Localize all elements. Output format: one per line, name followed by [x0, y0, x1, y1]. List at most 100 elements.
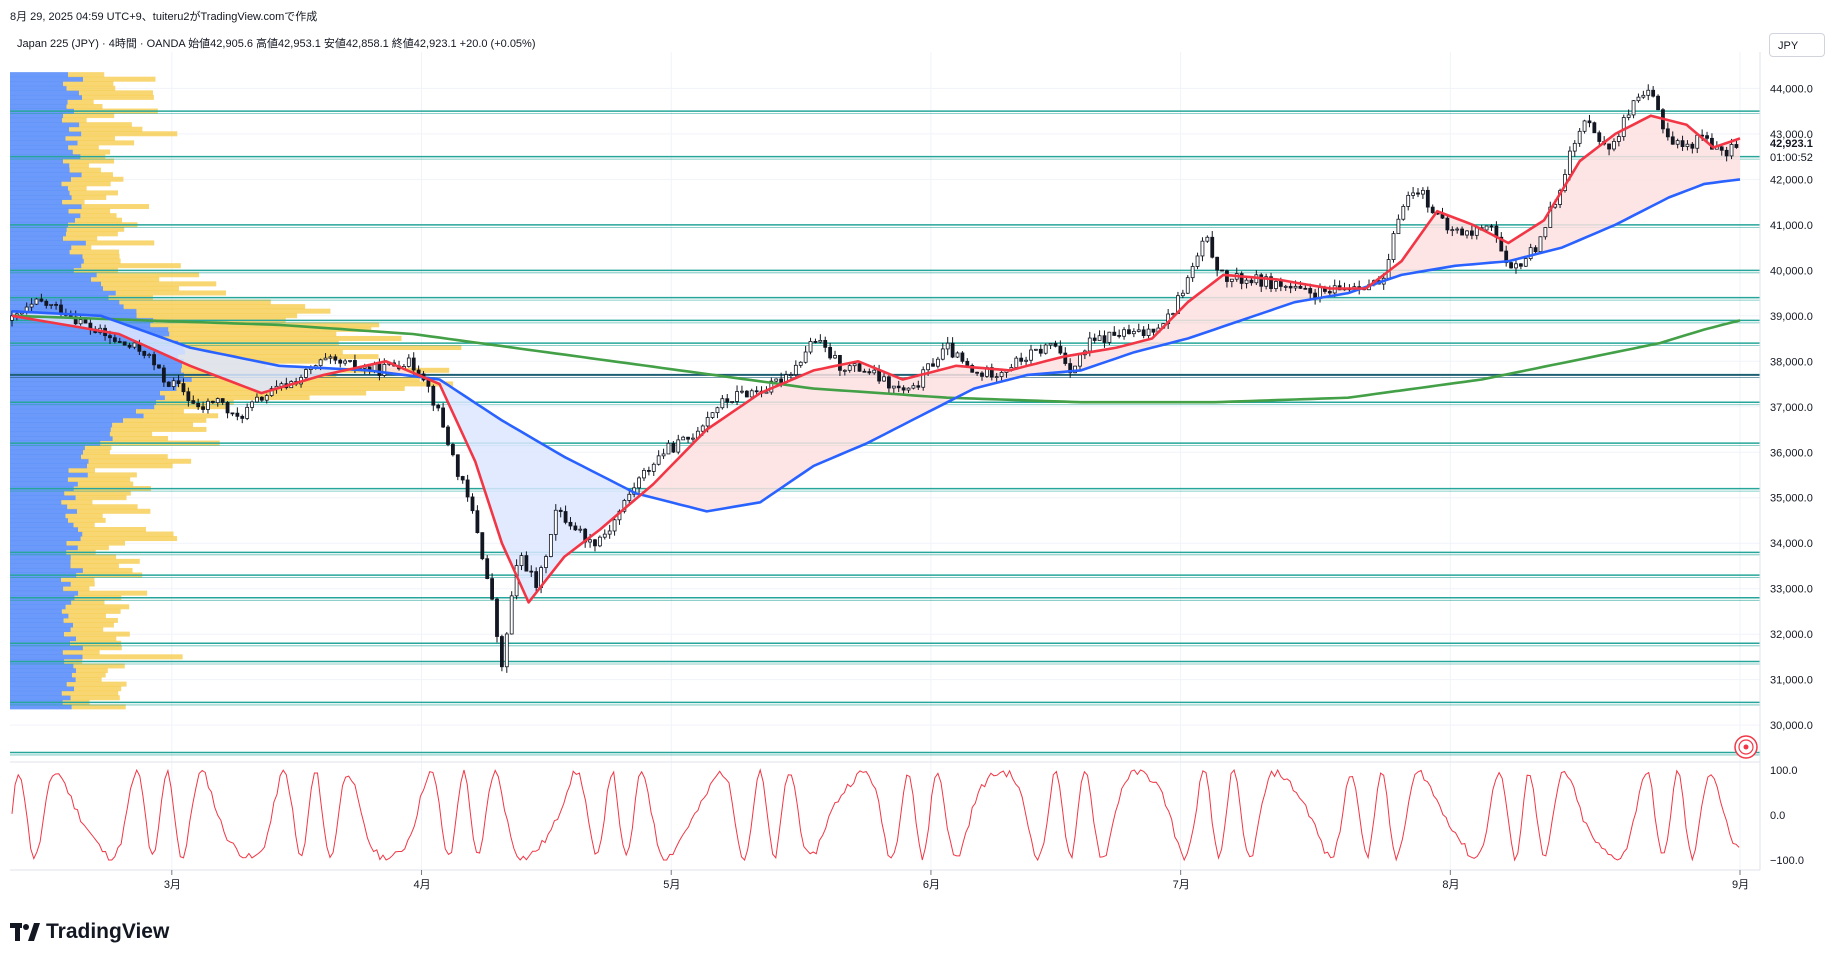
vp-buy-bar	[10, 149, 73, 155]
vp-sell-bar	[63, 586, 90, 592]
candle-body	[323, 357, 328, 361]
vp-sell-bar	[76, 636, 117, 642]
candle-body	[774, 378, 779, 382]
candle-body	[940, 348, 945, 360]
candle-body	[872, 369, 877, 374]
candle-body	[122, 341, 127, 346]
vp-buy-bar	[10, 335, 163, 341]
candle-body	[519, 555, 524, 567]
candle-body	[504, 633, 509, 668]
replay-icon[interactable]	[1734, 735, 1758, 759]
vp-sell-bar	[82, 94, 154, 100]
candle-body	[1141, 329, 1146, 337]
candle-body	[980, 372, 984, 377]
candle-body	[705, 417, 710, 427]
vp-buy-bar	[10, 290, 116, 296]
candle-body	[891, 385, 896, 389]
candle-body	[1641, 94, 1646, 98]
vp-buy-bar	[10, 526, 79, 532]
vp-sell-bar	[70, 558, 140, 564]
vp-sell-bar	[83, 449, 110, 455]
candle-body	[813, 341, 818, 343]
ma-fast-line	[11, 114, 1741, 604]
candle-body	[230, 412, 235, 415]
vp-buy-bar	[10, 304, 124, 310]
candle-body	[1514, 263, 1518, 269]
vp-buy-bar	[10, 504, 68, 510]
candle-body	[382, 363, 387, 376]
vp-buy-bar	[10, 522, 74, 528]
candle-body	[779, 378, 784, 383]
y-tick-label: 32,000.0	[1770, 629, 1813, 641]
candle-body	[764, 391, 769, 394]
vp-buy-bar	[10, 604, 66, 610]
vp-sell-bar	[110, 426, 207, 432]
candle-body	[176, 380, 181, 384]
candle-body	[994, 376, 999, 378]
vp-sell-bar	[66, 231, 118, 237]
vp-buy-bar	[10, 254, 83, 260]
brand-name: TradingView	[46, 920, 170, 943]
candle-body	[936, 358, 940, 367]
vp-sell-bar	[62, 117, 87, 123]
vp-sell-bar	[115, 290, 226, 296]
vp-sell-bar	[65, 513, 103, 519]
candle-body	[1518, 263, 1523, 267]
vp-sell-bar	[81, 454, 168, 460]
candle-body	[1597, 132, 1602, 142]
vp-sell-bar	[81, 263, 181, 269]
candle-body	[637, 477, 641, 489]
vp-buy-bar	[10, 72, 69, 78]
candle-body	[1029, 349, 1033, 361]
candle-body	[730, 401, 735, 403]
y-tick-label: 31,000.0	[1770, 675, 1813, 687]
vp-sell-bar	[66, 226, 125, 232]
candle-body	[1445, 217, 1450, 231]
candle-body	[921, 369, 926, 388]
candle-body	[1053, 343, 1058, 347]
vp-sell-bar	[61, 608, 121, 614]
vp-sell-bar	[83, 76, 156, 82]
symbol-legend: Japan 225 (JPY) · 4時間 · OANDA 始値42,905.6…	[17, 38, 536, 50]
vp-sell-bar	[61, 690, 119, 696]
candle-body	[715, 407, 720, 414]
tradingview-logo-icon	[10, 923, 40, 941]
price-tag-countdown: 01:00:52	[1770, 152, 1813, 164]
currency-button[interactable]: JPY	[1769, 33, 1825, 57]
vp-buy-bar	[10, 126, 70, 132]
vp-sell-bar	[68, 144, 99, 150]
candle-body	[446, 426, 450, 445]
candle-body	[166, 381, 171, 387]
y-tick-label: 35,000.0	[1770, 493, 1813, 505]
candle-body	[1210, 236, 1215, 258]
vp-buy-bar	[10, 331, 170, 337]
candle-body	[431, 385, 436, 406]
grid-lines	[10, 52, 1760, 870]
vp-buy-bar	[10, 545, 78, 551]
vp-buy-bar	[10, 99, 68, 105]
candle-body	[1244, 279, 1249, 284]
vp-sell-bar	[66, 681, 127, 687]
candle-body	[534, 571, 539, 588]
candle-body	[740, 390, 744, 393]
candle-body	[911, 385, 916, 389]
candle-body	[1582, 120, 1587, 132]
candle-body	[1127, 329, 1131, 335]
y-tick-label: 33,000.0	[1770, 584, 1813, 596]
candle-body	[1107, 331, 1112, 343]
vp-buy-bar	[10, 540, 67, 546]
candle-body	[1131, 331, 1136, 335]
candle-body	[544, 556, 548, 568]
vp-buy-bar	[10, 426, 111, 432]
candle-body	[1122, 329, 1126, 337]
vp-sell-bar	[143, 413, 219, 419]
candle-body	[1719, 146, 1724, 151]
vp-sell-bar	[67, 185, 87, 191]
candle-body	[1283, 285, 1288, 288]
candle-body	[833, 355, 837, 359]
vp-sell-bar	[71, 194, 107, 200]
candle-body	[54, 303, 58, 306]
candle-body	[725, 398, 730, 403]
vp-sell-bar	[65, 604, 130, 610]
